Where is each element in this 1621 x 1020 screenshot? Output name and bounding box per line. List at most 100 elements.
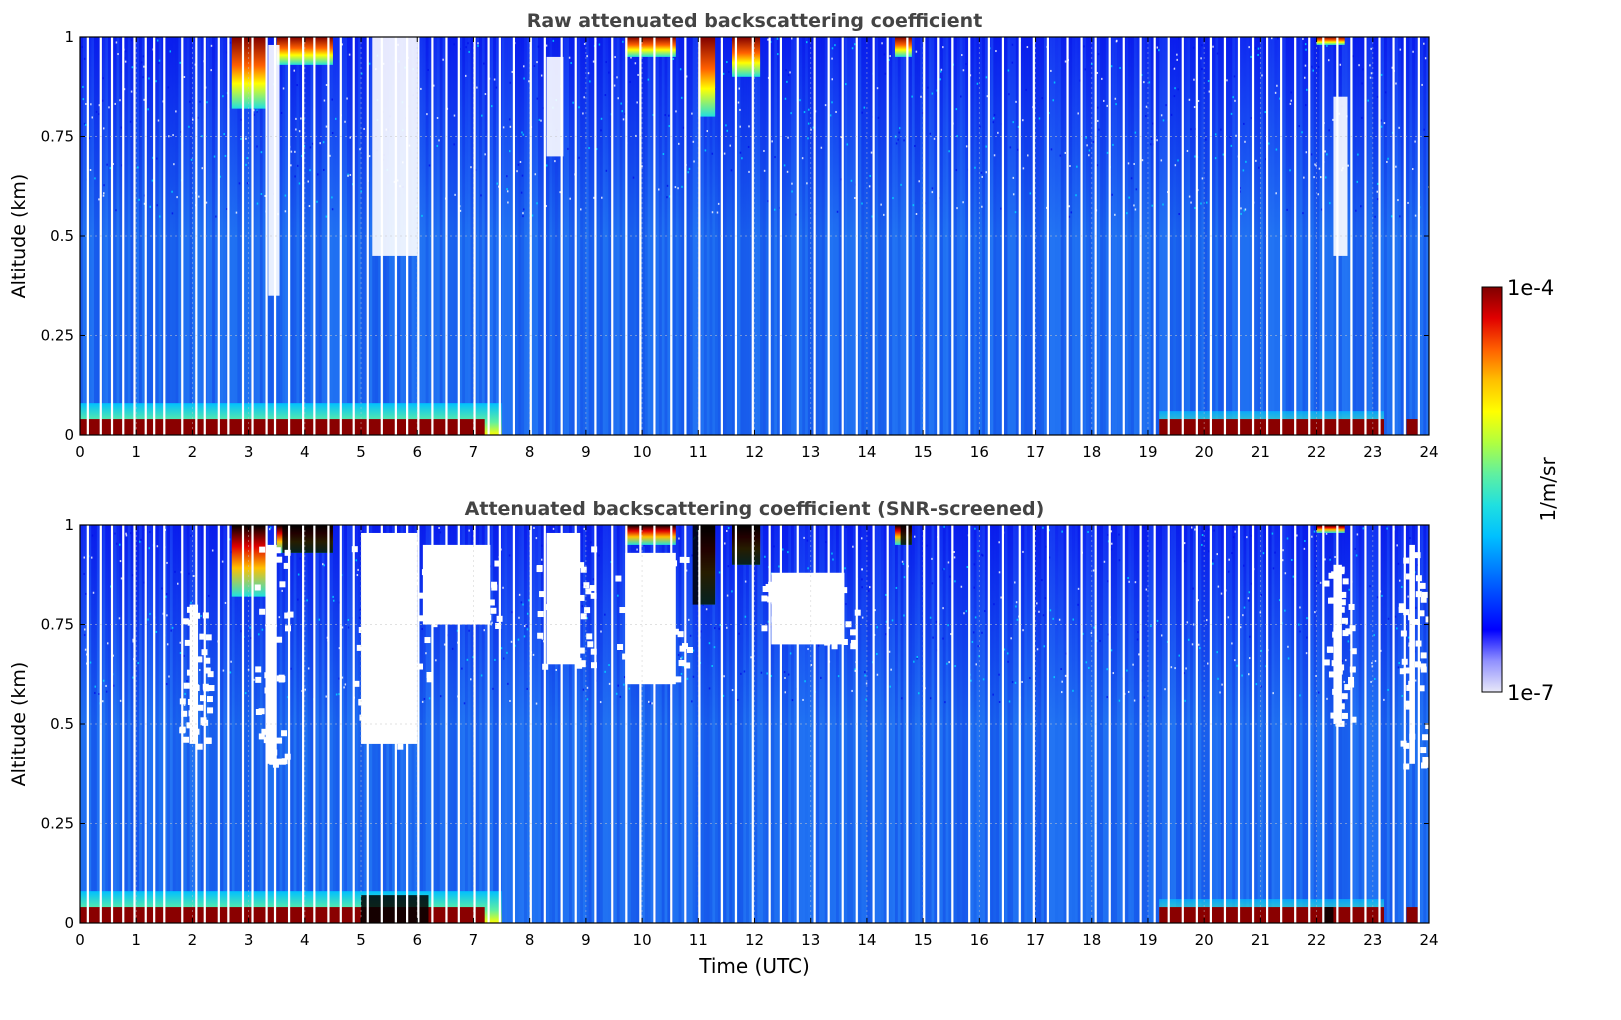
heatmap-speckle <box>675 110 677 113</box>
heatmap-column <box>1361 525 1365 923</box>
heatmap-speckle <box>1132 663 1134 666</box>
heatmap-speckle <box>83 122 86 125</box>
heatmap-speckle <box>810 663 813 666</box>
heatmap-speckle <box>1262 552 1265 555</box>
missing-profile <box>611 525 614 923</box>
x-tick-label: 11 <box>689 443 708 461</box>
heatmap-column <box>1198 525 1202 923</box>
heatmap-speckle <box>535 537 538 540</box>
screened-pixel <box>563 648 570 655</box>
heatmap-speckle <box>1286 208 1288 211</box>
heatmap-speckle <box>1397 666 1400 669</box>
heatmap-speckle <box>1317 65 1320 68</box>
screened-pixel <box>426 551 433 558</box>
screened-pixel <box>578 594 585 601</box>
heatmap-speckle <box>435 659 437 662</box>
screened-pixel <box>586 633 593 640</box>
heatmap-speckle <box>583 96 585 99</box>
heatmap-speckle <box>118 617 121 620</box>
heatmap-speckle <box>453 114 456 117</box>
heatmap-column <box>647 525 651 923</box>
heatmap-column <box>186 37 190 435</box>
heatmap-speckle <box>787 136 789 139</box>
heatmap-column <box>192 37 196 435</box>
missing-profile <box>1167 525 1170 923</box>
heatmap-speckle <box>228 538 231 541</box>
missing-profile <box>1392 525 1395 923</box>
heatmap-speckle <box>1305 151 1308 154</box>
heatmap-speckle <box>221 560 224 563</box>
heatmap-column <box>1187 525 1191 923</box>
screened-pixel <box>804 618 811 625</box>
heatmap-column <box>591 37 595 435</box>
heatmap-speckle <box>685 75 688 78</box>
heatmap-speckle <box>620 102 622 105</box>
heatmap-speckle <box>307 180 309 183</box>
screened-pixel <box>207 707 214 714</box>
screened-pixel <box>495 622 502 629</box>
heatmap-speckle <box>1345 659 1347 662</box>
heatmap-column <box>1302 37 1306 435</box>
heatmap-speckle <box>363 127 365 130</box>
heatmap-speckle <box>787 551 789 554</box>
heatmap-speckle <box>790 37 793 40</box>
heatmap-speckle <box>120 577 123 580</box>
heatmap-speckle <box>526 625 528 628</box>
heatmap-speckle <box>985 171 988 174</box>
heatmap-speckle <box>428 164 431 167</box>
heatmap-speckle <box>831 57 833 60</box>
y-tick-label: 0.75 <box>41 616 74 634</box>
screened-pixel <box>640 662 647 669</box>
heatmap-speckle <box>1188 195 1191 198</box>
heatmap-speckle <box>617 97 619 100</box>
heatmap-speckle <box>1112 143 1114 146</box>
heatmap-speckle <box>1135 188 1138 191</box>
heatmap-speckle <box>641 165 643 168</box>
heatmap-speckle <box>1240 207 1242 210</box>
heatmap-speckle <box>1036 648 1039 651</box>
heatmap-column <box>1285 37 1289 435</box>
heatmap-column <box>1077 525 1081 923</box>
screened-pixel <box>627 576 634 583</box>
x-tick-label: 22 <box>1307 931 1326 949</box>
heatmap-speckle <box>500 548 502 551</box>
heatmap-column <box>1302 525 1306 923</box>
heatmap-speckle <box>812 126 815 129</box>
heatmap-speckle <box>347 626 350 629</box>
heatmap-speckle <box>253 113 256 116</box>
heatmap-speckle <box>801 157 804 160</box>
heatmap-speckle <box>542 107 545 110</box>
screened-pixel <box>677 631 684 638</box>
heatmap-speckle <box>1160 159 1163 162</box>
heatmap-column <box>1156 525 1160 923</box>
heatmap-speckle <box>1022 629 1024 632</box>
heatmap-speckle <box>90 556 93 559</box>
heatmap-column <box>198 37 201 435</box>
heatmap-speckle <box>898 131 900 134</box>
heatmap-speckle <box>739 151 742 154</box>
heatmap-speckle <box>692 649 695 652</box>
heatmap-speckle <box>845 526 847 529</box>
heatmap-speckle <box>1376 596 1379 599</box>
heatmap-speckle <box>246 182 249 185</box>
heatmap-speckle <box>1003 648 1006 651</box>
screened-pixel <box>189 715 196 722</box>
heatmap-speckle <box>677 653 680 656</box>
screened-pixel <box>1338 568 1345 575</box>
heatmap-speckle <box>84 123 87 126</box>
heatmap-speckle <box>1271 532 1274 535</box>
heatmap-column <box>1187 37 1191 435</box>
missing-profile <box>653 37 656 435</box>
missing-profile <box>923 525 926 923</box>
heatmap-speckle <box>628 687 631 690</box>
heatmap-speckle <box>1399 215 1401 218</box>
heatmap-speckle <box>514 644 516 647</box>
heatmap-column <box>467 525 471 923</box>
heatmap-speckle <box>1174 667 1176 670</box>
heatmap-speckle <box>691 554 693 557</box>
heatmap-column <box>237 525 241 923</box>
heatmap-speckle <box>854 669 857 672</box>
heatmap-speckle <box>1360 205 1362 208</box>
heatmap-speckle <box>1396 544 1398 547</box>
screened-pixel <box>197 704 204 711</box>
